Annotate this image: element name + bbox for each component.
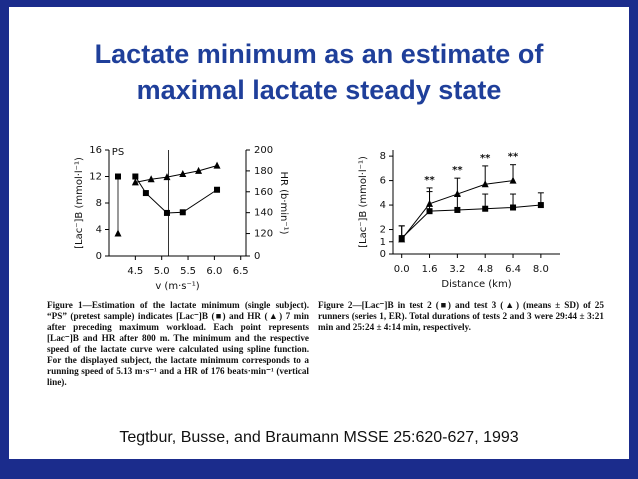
y2-tick-label: 140: [254, 208, 273, 219]
annotation: **: [452, 165, 463, 176]
y-tick-label: 6: [380, 176, 386, 187]
pretest-label: PS: [112, 147, 124, 158]
y-tick-label: 2: [380, 225, 386, 236]
y-tick-label: 8: [380, 151, 386, 162]
x-tick-label: 8.0: [533, 264, 549, 275]
y2-tick-label: 180: [254, 166, 273, 177]
triangle-marker: [213, 161, 221, 169]
x-tick-label: 1.6: [422, 264, 438, 275]
y2-tick-label: 120: [254, 229, 273, 240]
triangle-marker: [195, 166, 203, 174]
y-tick-label: 16: [89, 145, 102, 156]
y2-tick-label: 200: [254, 145, 273, 156]
slide-title: Lactate minimum as an estimate of: [94, 39, 544, 69]
square-marker: [115, 173, 121, 180]
x-tick-label: 6.0: [206, 266, 222, 277]
annotation: **: [480, 153, 491, 164]
triangle-marker: [131, 178, 139, 186]
square-marker: [132, 173, 139, 180]
annotation: **: [508, 152, 519, 163]
y-tick-label: 1: [380, 237, 386, 248]
annotation: **: [424, 175, 435, 186]
y-axis-label: [Lac⁻]B (mmol·l⁻¹): [358, 156, 369, 248]
square-marker: [179, 209, 186, 216]
y-tick-label: 4: [96, 225, 102, 236]
square-marker: [398, 235, 405, 242]
y-tick-label: 0: [380, 249, 386, 260]
triangle-marker: [509, 176, 517, 184]
x-tick-label: 0.0: [394, 264, 410, 275]
series-line: [401, 204, 541, 239]
square-marker: [482, 205, 489, 212]
x-tick-label: 6.5: [233, 266, 249, 277]
caption: Figure 2—[Lac⁻]B in test 2 (■) and test …: [318, 300, 604, 332]
x-tick-label: 5.5: [180, 266, 196, 277]
square-marker: [214, 186, 221, 193]
square-marker: [142, 190, 149, 197]
series-line: [135, 165, 218, 183]
triangle-marker: [114, 229, 122, 237]
y-axis-label: [Lac⁻]B (mmol·l⁻¹): [74, 157, 85, 249]
triangle-marker: [481, 180, 489, 188]
y-tick-label: 8: [96, 198, 102, 209]
x-axis-label: Distance (km): [441, 279, 511, 290]
square-marker: [163, 209, 170, 216]
square-marker: [537, 202, 544, 209]
citation: Tegtbur, Busse, and Braumann MSSE 25:620…: [119, 429, 519, 446]
y2-tick-label: 0: [254, 251, 260, 262]
square-marker: [426, 208, 433, 215]
x-axis-label: v (m·s⁻¹): [155, 281, 199, 292]
square-marker: [510, 204, 517, 211]
y-tick-label: 0: [96, 251, 102, 262]
triangle-marker: [163, 173, 171, 181]
x-tick-label: 6.4: [505, 264, 521, 275]
y2-tick-label: 160: [254, 187, 273, 198]
triangle-marker: [179, 170, 187, 178]
x-tick-label: 3.2: [449, 264, 465, 275]
caption: Figure 1—Estimation of the lactate minim…: [47, 300, 309, 387]
y-tick-label: 12: [89, 172, 102, 183]
y2-axis-label: HR (b·min⁻¹): [278, 171, 289, 234]
x-tick-label: 5.0: [154, 266, 170, 277]
x-tick-label: 4.5: [127, 266, 143, 277]
triangle-marker: [147, 175, 155, 183]
x-tick-label: 4.8: [477, 264, 493, 275]
square-marker: [454, 206, 461, 213]
y-tick-label: 4: [380, 200, 386, 211]
slide-title: maximal lactate steady state: [136, 75, 502, 105]
slide: Lactate minimum as an estimate of maxima…: [9, 7, 629, 459]
